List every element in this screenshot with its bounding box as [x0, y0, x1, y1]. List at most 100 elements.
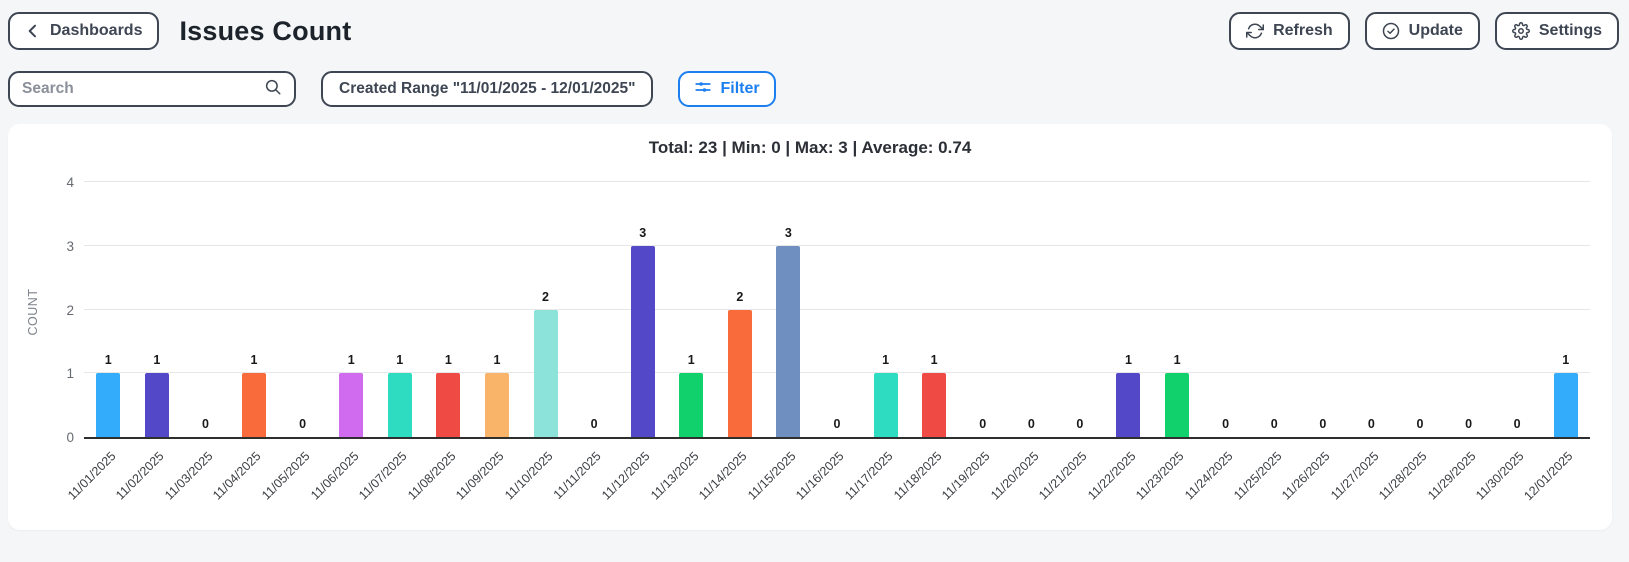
settings-button[interactable]: Settings [1494, 12, 1619, 50]
x-tick-label-11/17/2025: 11/17/2025 [841, 449, 896, 503]
value-label-11/14/2025: 2 [736, 289, 744, 304]
value-label-11/18/2025: 1 [930, 353, 938, 368]
x-tick-label-11/22/2025: 11/22/2025 [1084, 449, 1139, 503]
bar-11/06/2025[interactable] [339, 373, 364, 437]
value-label-11/15/2025: 3 [784, 225, 792, 240]
gridline-y4 [84, 181, 1590, 182]
value-label-11/12/2025: 3 [639, 225, 647, 240]
bar-11/01/2025[interactable] [96, 373, 121, 437]
bar-11/10/2025[interactable] [533, 309, 558, 437]
x-tick-label-11/12/2025: 11/12/2025 [599, 449, 653, 503]
bar-11/23/2025[interactable] [1165, 373, 1190, 437]
value-label-12/01/2025: 1 [1562, 353, 1570, 368]
x-tick-label-11/05/2025: 11/05/2025 [259, 449, 313, 503]
value-label-11/24/2025: 0 [1222, 417, 1230, 431]
gridline-y3 [84, 244, 1590, 246]
bar-11/14/2025[interactable] [727, 309, 752, 437]
value-label-11/07/2025: 1 [396, 353, 404, 368]
x-tick-label-11/18/2025: 11/18/2025 [890, 449, 945, 503]
update-button[interactable]: Update [1364, 12, 1480, 50]
bar-11/18/2025[interactable] [922, 373, 947, 437]
bar-11/08/2025[interactable] [436, 373, 461, 437]
chart-panel: Total: 23 | Min: 0 | Max: 3 | Average: 0… [8, 124, 1612, 530]
x-axis-labels: 11/01/2025 11/02/2025 11/03/2025 11/04/2025… [65, 439, 1590, 531]
x-tick-label-11/27/2025: 11/27/2025 [1327, 449, 1382, 503]
value-label-11/11/2025: 0 [590, 417, 598, 431]
back-to-dashboards-button[interactable]: Dashboards [8, 12, 160, 50]
x-tick-label-11/30/2025: 11/30/2025 [1473, 449, 1528, 503]
value-label-11/23/2025: 1 [1173, 353, 1181, 368]
bar-12/01/2025[interactable] [1553, 373, 1578, 437]
filter-bar: Created Range "11/01/2025 - 12/01/2025" … [0, 70, 1629, 108]
value-label-11/19/2025: 0 [979, 417, 987, 431]
y-tick-3: 3 [66, 238, 74, 254]
y-tick-4: 4 [66, 175, 74, 190]
x-tick-label-11/29/2025: 11/29/2025 [1424, 449, 1479, 503]
value-label-11/05/2025: 0 [299, 417, 307, 431]
bar-11/22/2025[interactable] [1116, 373, 1141, 437]
x-tick-label-11/28/2025: 11/28/2025 [1376, 449, 1430, 503]
y-tick-2: 2 [66, 302, 74, 318]
x-tick-label-11/07/2025: 11/07/2025 [356, 449, 410, 503]
value-label-11/08/2025: 1 [444, 353, 452, 368]
settings-button-label: Settings [1538, 22, 1602, 40]
value-label-11/22/2025: 1 [1124, 353, 1132, 368]
x-tick-label-11/26/2025: 11/26/2025 [1279, 449, 1333, 503]
x-tick-label-11/01/2025: 11/01/2025 [64, 449, 119, 503]
created-range-chip[interactable]: Created Range "11/01/2025 - 12/01/2025" [321, 71, 654, 107]
x-tick-label-11/06/2025: 11/06/2025 [307, 449, 362, 503]
bar-11/17/2025[interactable] [873, 373, 898, 437]
x-tick-label-11/25/2025: 11/25/2025 [1230, 449, 1285, 503]
check-circle-icon [1382, 22, 1400, 40]
value-label-11/27/2025: 0 [1367, 417, 1375, 431]
value-label-11/06/2025: 1 [347, 353, 355, 368]
refresh-button[interactable]: Refresh [1229, 12, 1350, 50]
sliders-icon [694, 78, 712, 101]
x-tick-label-11/13/2025: 11/13/2025 [647, 449, 702, 503]
update-button-label: Update [1408, 22, 1463, 40]
bar-11/09/2025[interactable] [484, 373, 509, 437]
value-label-11/20/2025: 0 [1027, 417, 1035, 431]
search-icon [264, 78, 282, 101]
x-tick-label-11/16/2025: 11/16/2025 [793, 449, 847, 503]
filter-button[interactable]: Filter [678, 71, 776, 107]
y-tick-0: 0 [66, 430, 74, 445]
x-tick-label-11/02/2025: 11/02/2025 [113, 449, 167, 503]
x-tick-label-11/08/2025: 11/08/2025 [404, 449, 459, 503]
x-tick-label-11/15/2025: 11/15/2025 [744, 449, 799, 503]
bar-11/07/2025[interactable] [387, 373, 412, 437]
value-label-11/01/2025: 1 [104, 353, 112, 368]
search-box[interactable] [8, 71, 296, 107]
filter-button-label: Filter [720, 80, 760, 97]
value-label-11/30/2025: 0 [1513, 417, 1521, 431]
bar-11/13/2025[interactable] [679, 373, 704, 437]
value-label-11/04/2025: 1 [250, 353, 258, 368]
value-label-11/21/2025: 0 [1076, 417, 1084, 431]
top-bar: Dashboards Issues Count Refresh Update S… [0, 0, 1629, 50]
refresh-button-label: Refresh [1273, 22, 1333, 40]
x-tick-label-11/10/2025: 11/10/2025 [501, 449, 556, 503]
x-tick-label-12/01/2025: 12/01/2025 [1521, 449, 1576, 504]
x-tick-label-11/04/2025: 11/04/2025 [210, 449, 264, 503]
x-tick-label-11/11/2025: 11/11/2025 [551, 449, 604, 502]
created-range-label: Created Range "11/01/2025 - 12/01/2025" [339, 80, 636, 97]
value-label-11/16/2025: 0 [833, 417, 841, 431]
bar-11/04/2025[interactable] [242, 373, 267, 437]
bar-11/12/2025[interactable] [630, 245, 655, 437]
bar-11/15/2025[interactable] [776, 245, 801, 437]
bar-11/02/2025[interactable] [144, 373, 169, 437]
back-button-label: Dashboards [50, 22, 143, 40]
gear-icon [1511, 22, 1530, 40]
x-tick-label-11/23/2025: 11/23/2025 [1133, 449, 1187, 503]
x-tick-label-11/21/2025: 11/21/2025 [1036, 449, 1090, 503]
value-label-11/25/2025: 0 [1270, 417, 1278, 431]
value-label-11/03/2025: 0 [201, 417, 209, 431]
y-tick-1: 1 [66, 366, 74, 382]
gridline-y2 [84, 308, 1590, 310]
x-tick-label-11/20/2025: 11/20/2025 [987, 449, 1042, 503]
topbar-actions: Refresh Update Settings [1229, 12, 1619, 50]
search-input[interactable] [22, 80, 264, 98]
x-tick-label-11/19/2025: 11/19/2025 [939, 449, 993, 503]
page-title: Issues Count [179, 15, 352, 46]
